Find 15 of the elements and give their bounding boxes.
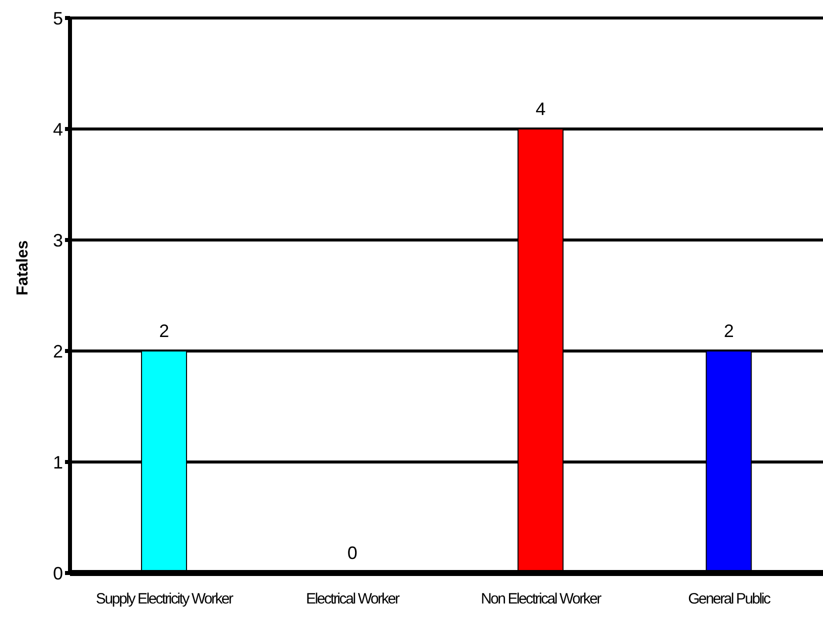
y-tick-label: 1: [52, 452, 63, 472]
data-label: 0: [347, 543, 358, 563]
data-label: 2: [159, 321, 170, 341]
y-tick-label: 5: [52, 8, 63, 28]
y-tick-label: 4: [52, 119, 63, 140]
x-tick-label: Electrical Worker: [306, 590, 400, 608]
x-tick-label: General Public: [688, 590, 772, 608]
x-tick-label: Supply Electricity Worker: [96, 590, 234, 608]
y-tick-label: 3: [52, 230, 63, 250]
y-tick-label: 0: [52, 563, 63, 584]
data-label: 4: [536, 99, 546, 119]
x-tick-label: Non Electrical Worker: [480, 590, 602, 608]
y-axis-title: Fatales: [14, 240, 32, 296]
data-label: 2: [724, 321, 734, 341]
y-tick-label: 2: [52, 341, 63, 362]
